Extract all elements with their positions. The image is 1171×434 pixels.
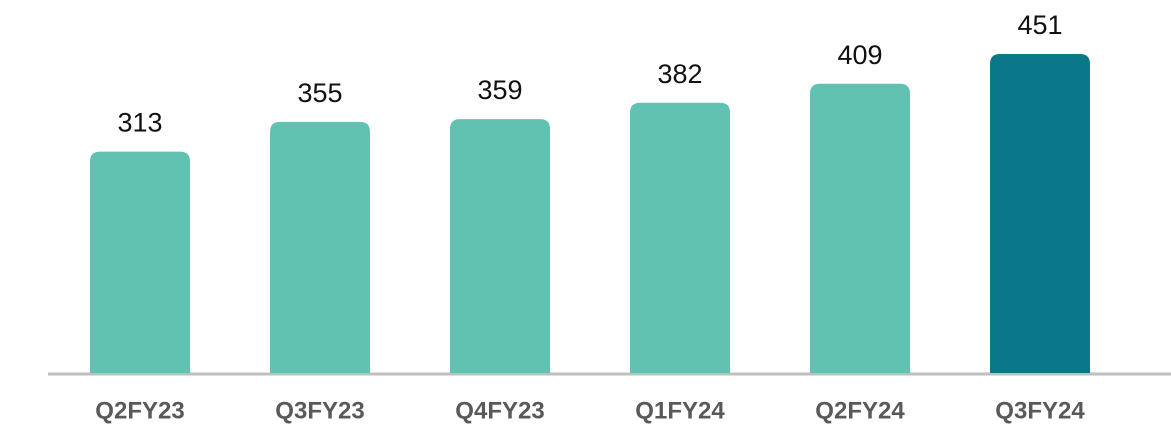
value-label: 359 [477, 75, 522, 105]
x-tick-label: Q4FY23 [455, 397, 544, 424]
bar [450, 119, 550, 373]
x-tick-label: Q3FY24 [995, 397, 1085, 424]
value-label: 409 [837, 40, 882, 70]
bar [270, 121, 370, 373]
x-tick-label: Q1FY24 [635, 397, 725, 424]
bar [990, 54, 1090, 373]
bar [810, 83, 910, 374]
value-label: 382 [657, 59, 702, 89]
value-label: 355 [297, 78, 342, 108]
x-tick-label: Q2FY24 [815, 397, 905, 424]
value-label: 313 [117, 108, 162, 138]
bar [630, 102, 730, 374]
value-label: 451 [1017, 10, 1062, 40]
bar [90, 151, 190, 373]
x-tick-label: Q2FY23 [95, 397, 184, 424]
x-tick-label: Q3FY23 [275, 397, 364, 424]
